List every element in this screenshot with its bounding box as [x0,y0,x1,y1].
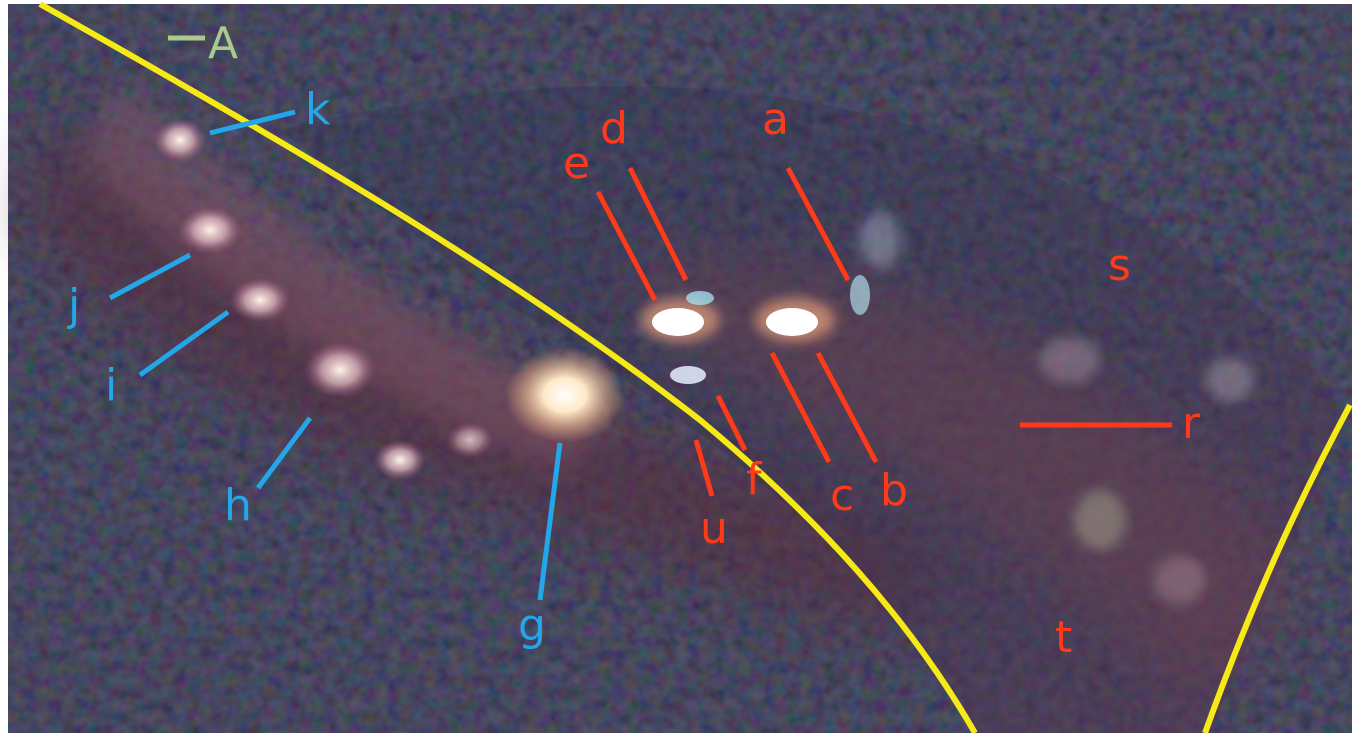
label-r: r [1182,398,1201,449]
pointer-g [537,442,563,601]
diffuse-r2 [1206,358,1254,402]
label-a: a [762,94,789,145]
pointer-b [815,351,879,464]
pointer-c [769,351,832,464]
label-d: d [600,103,628,154]
pointer-k [209,109,296,136]
label-h: h [224,480,252,531]
label-g: g [518,600,546,651]
pointer-e [595,190,658,302]
label-c: c [830,470,854,521]
knot-h2 [374,440,426,480]
image-f [670,366,706,384]
label-b: b [880,465,908,516]
label-s: s [1108,240,1131,291]
knot-j [178,206,242,254]
label-e: e [563,138,590,189]
wedge-glow [620,254,1300,700]
label-i: i [105,360,117,411]
pointer-d [627,166,689,282]
diffuse-a [860,212,900,268]
label-t: t [1055,612,1072,663]
diffuse-t2 [1154,556,1206,604]
diffuse-t [1074,490,1126,550]
label-A: A [208,18,238,69]
label-f: f [746,454,763,505]
diffuse-r [1040,338,1100,382]
core-g [505,347,625,443]
pointer-j [108,252,192,301]
label-u: u [700,503,728,554]
label-j: j [67,280,80,331]
label-k: k [305,84,331,135]
knot-k [154,118,206,162]
blue-pointers [108,109,563,601]
image-d [686,291,714,305]
pointer-f [715,394,748,452]
knot-extra [446,422,494,458]
pointer-h [255,416,313,490]
image-a [850,275,870,315]
pointer-i [138,309,230,378]
image-e [652,308,704,336]
red-pointers [595,166,1172,497]
image-b [766,308,818,336]
pointer-u [693,439,715,497]
critical-curve-right [1202,403,1353,733]
arc-band [80,80,620,470]
pointer-a [785,166,851,282]
knot-h1 [304,342,376,398]
knot-i [230,278,290,322]
